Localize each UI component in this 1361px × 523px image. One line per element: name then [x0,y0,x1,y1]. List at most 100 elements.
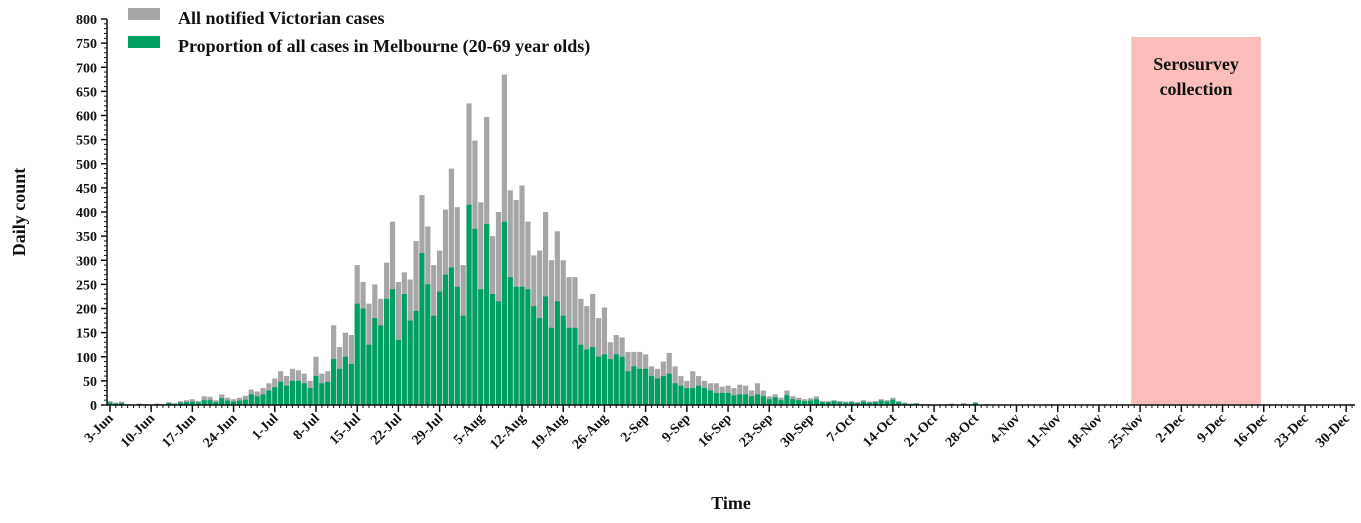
bar-melbourne-cases [295,380,301,405]
bar-melbourne-cases [248,394,254,405]
x-tick-label: 23-Dec [1272,411,1312,451]
bar-melbourne-cases [366,344,372,405]
bar-melbourne-cases [348,363,354,405]
x-tick-label: 26-Aug [570,411,611,452]
x-tick-label: 16-Sep [696,411,735,450]
bar-melbourne-cases [601,354,608,405]
legend-swatch-melbourne [128,36,160,48]
y-tick-label: 550 [76,134,97,149]
x-tick-label: 2-Dec [1153,411,1188,446]
bar-melbourne-cases [754,394,761,405]
y-tick-label: 250 [76,278,97,293]
bar-all-cases [754,383,761,405]
bar-melbourne-cases [896,402,902,405]
x-tick-label: 18-Nov [1065,411,1106,452]
bar-melbourne-cases [431,315,437,405]
bar-melbourne-cases [860,401,867,405]
bar-melbourne-cases [643,368,649,405]
y-tick-label: 500 [76,158,97,173]
x-tick-label: 21-Oct [902,411,941,450]
bar-melbourne-cases [719,392,725,405]
bar-melbourne-cases [260,394,266,405]
bar-melbourne-cases [454,286,460,405]
bar-melbourne-cases [378,325,384,405]
bar-melbourne-cases [230,401,237,405]
bar-melbourne-cases [625,371,631,405]
y-tick-label: 150 [76,327,97,342]
bar-melbourne-cases [560,315,566,405]
legend-swatch-all-cases [128,8,160,20]
bar-melbourne-cases [542,296,549,405]
bar-melbourne-cases [283,385,290,405]
bar-melbourne-cases [513,286,519,405]
bar-melbourne-cases [807,400,814,405]
bar-melbourne-cases [654,378,661,405]
y-tick-label: 600 [76,110,97,125]
bar-melbourne-cases [266,390,272,405]
x-tick-label: 8-Jul [291,411,323,443]
x-tick-label: 9-Dec [1195,411,1230,446]
bar-melbourne-cases [395,339,401,405]
bar-melbourne-cases [743,394,749,405]
x-tick-label: 24-Jun [201,411,241,451]
y-tick-label: 200 [76,303,97,318]
y-tick-label: 800 [76,13,97,28]
y-tick-label: 0 [90,399,97,414]
bar-melbourne-cases [713,392,719,405]
bar-melbourne-cases [242,399,248,405]
bar-melbourne-cases [254,396,260,405]
bar-melbourne-cases [731,395,737,405]
legend: All notified Victorian cases Proportion … [128,8,590,57]
bar-melbourne-cases [819,402,825,405]
bar-melbourne-cases [213,402,219,405]
bar-melbourne-cases [749,396,755,405]
bar-melbourne-cases [619,356,625,405]
bar-melbourne-cases [854,403,861,405]
x-tick-label: 29-Jul [409,411,446,448]
bar-melbourne-cases [737,394,743,405]
bar-melbourne-cases [442,274,449,405]
x-tick-label: 28-Oct [943,411,982,450]
bar-melbourne-cases [784,395,790,405]
bar-melbourne-cases [548,327,555,405]
x-tick-label: 16-Dec [1231,411,1271,451]
y-tick-label: 750 [76,37,97,52]
bar-melbourne-cases [119,403,125,405]
serosurvey-label-line1: Serosurvey [1153,54,1239,74]
bar-melbourne-cases [595,356,602,405]
x-tick-label: 15-Jul [327,411,364,448]
serosurvey-label-line2: collection [1160,79,1233,99]
bar-melbourne-cases [272,387,278,405]
bar-melbourne-cases [419,253,425,405]
bar-melbourne-cases [342,356,349,405]
bar-melbourne-cases [531,306,537,405]
bar-melbourne-cases [301,383,307,405]
x-tick-label: 2-Sep [618,411,652,445]
x-tick-label: 9-Sep [659,411,693,445]
bar-melbourne-cases [425,284,431,405]
bar-melbourne-cases [389,289,396,405]
bar-melbourne-cases [489,294,496,405]
bar-melbourne-cases [813,399,819,405]
bar-melbourne-cases [872,402,878,405]
bar-melbourne-cases [660,376,666,405]
bar-melbourne-cases [878,400,884,405]
bar-melbourne-cases [701,388,708,405]
bar-melbourne-cases [672,383,678,405]
legend-label-all-cases: All notified Victorian cases [178,8,384,28]
bar-melbourne-cases [525,289,531,405]
x-tick-label: 3-Jun [82,411,117,446]
bar-melbourne-cases [107,402,113,405]
bar-melbourne-cases [437,291,443,405]
bar-melbourne-cases [707,390,713,405]
y-tick-label: 350 [76,230,97,245]
bar-melbourne-cases [331,359,337,405]
bar-melbourne-cases [666,373,672,405]
x-tick-label: 30-Sep [778,411,817,450]
bar-melbourne-cases [484,224,490,405]
bar-melbourne-cases [384,298,390,405]
bar-melbourne-cases [684,388,690,405]
bar-melbourne-cases [177,402,184,405]
bar-melbourne-cases [766,399,772,405]
bar-melbourne-cases [637,368,643,405]
